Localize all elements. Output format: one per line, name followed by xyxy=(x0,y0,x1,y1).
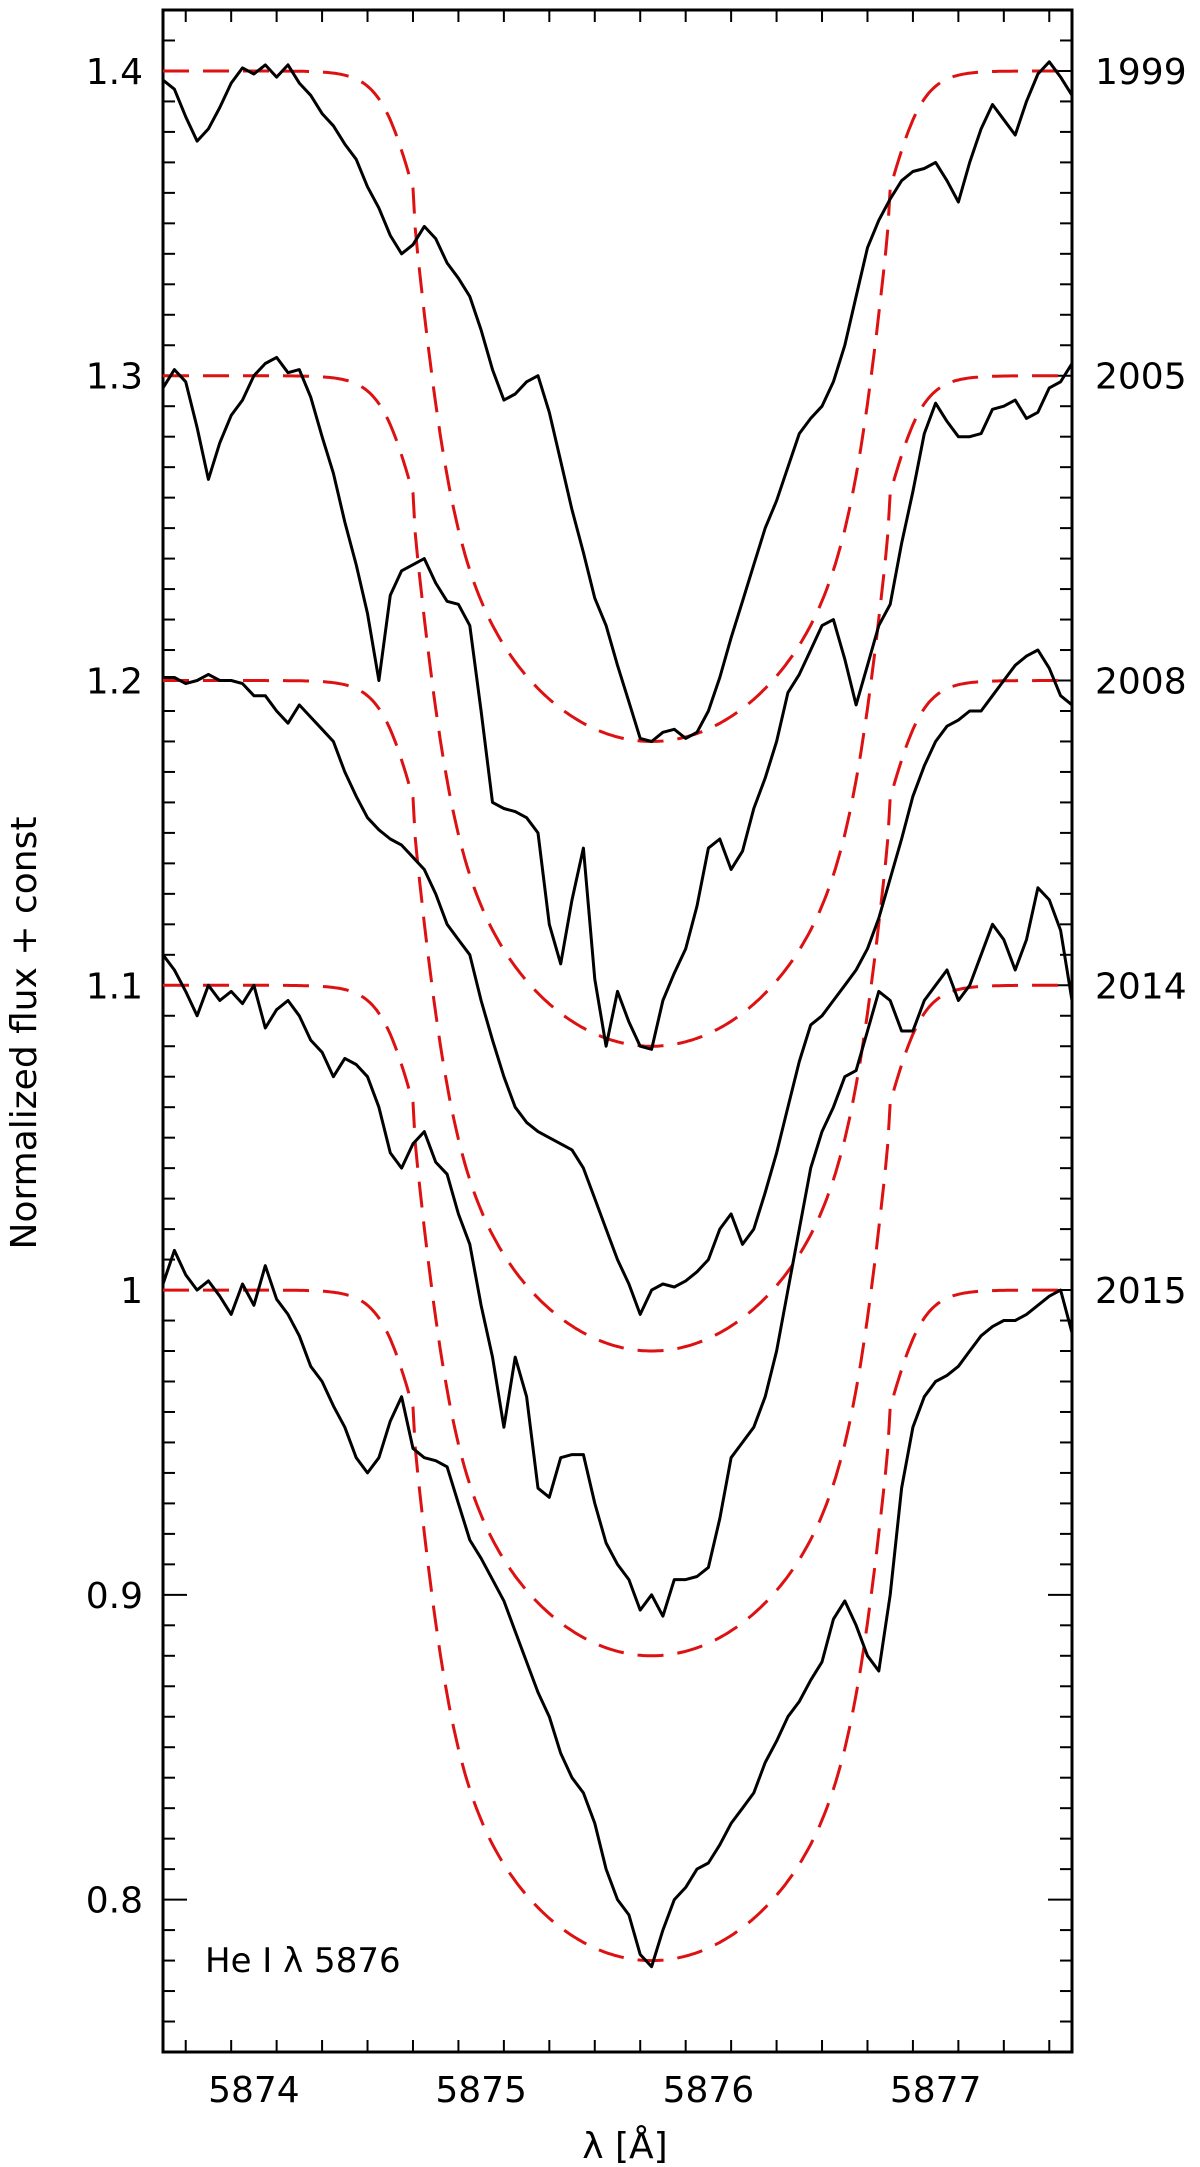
model-profile-2014 xyxy=(163,983,1072,1658)
model-profiles xyxy=(163,69,1072,1963)
y-tick-label: 1.3 xyxy=(86,357,143,398)
y-tick-label: 1.4 xyxy=(86,52,143,93)
x-tick-label: 5876 xyxy=(663,2070,755,2111)
series-label: 2015 xyxy=(1095,1271,1187,1312)
observed-spectrum-2008 xyxy=(163,648,1073,1316)
labels: 1999 2005 2008 2014 2015 xyxy=(1095,52,1187,1312)
observed-spectra xyxy=(161,60,1074,1969)
y-tick-label: 0.9 xyxy=(86,1576,143,1617)
y-tick-label: 1 xyxy=(120,1271,143,1312)
line-annotation: He I λ 5876 xyxy=(205,1941,401,1981)
y-tick-label: 0.8 xyxy=(86,1881,143,1922)
model-profile-2008 xyxy=(163,679,1072,1353)
observed-spectrum-2005 xyxy=(161,355,1074,1051)
series-label: 2005 xyxy=(1095,357,1187,398)
model-profile-2005 xyxy=(163,374,1072,1048)
y-axis-title: Normalized flux + const xyxy=(4,817,45,1250)
plot-frame xyxy=(161,8,1074,2054)
observed-spectrum-2015 xyxy=(161,1248,1074,1969)
axes: 5874 5875 5876 5877 0.8 0.9 1 1.1 1.2 1.3 1.4 xyxy=(86,8,1074,2111)
model-profile-2015 xyxy=(163,1288,1072,1963)
observed-spectrum-1999 xyxy=(162,60,1074,743)
series-label: 2014 xyxy=(1095,966,1187,1007)
y-tick-label: 1.1 xyxy=(86,966,143,1007)
x-axis-title: λ [Å] xyxy=(582,2124,667,2167)
x-tick-label: 5877 xyxy=(890,2070,982,2111)
y-tick-label: 1.2 xyxy=(86,662,143,703)
series-label: 2008 xyxy=(1095,662,1187,703)
x-tick-label: 5874 xyxy=(208,2070,300,2111)
series-label: 1999 xyxy=(1095,52,1187,93)
observed-spectrum-2014 xyxy=(161,886,1074,1618)
model-profile-1999 xyxy=(163,69,1072,744)
x-tick-label: 5875 xyxy=(435,2070,527,2111)
